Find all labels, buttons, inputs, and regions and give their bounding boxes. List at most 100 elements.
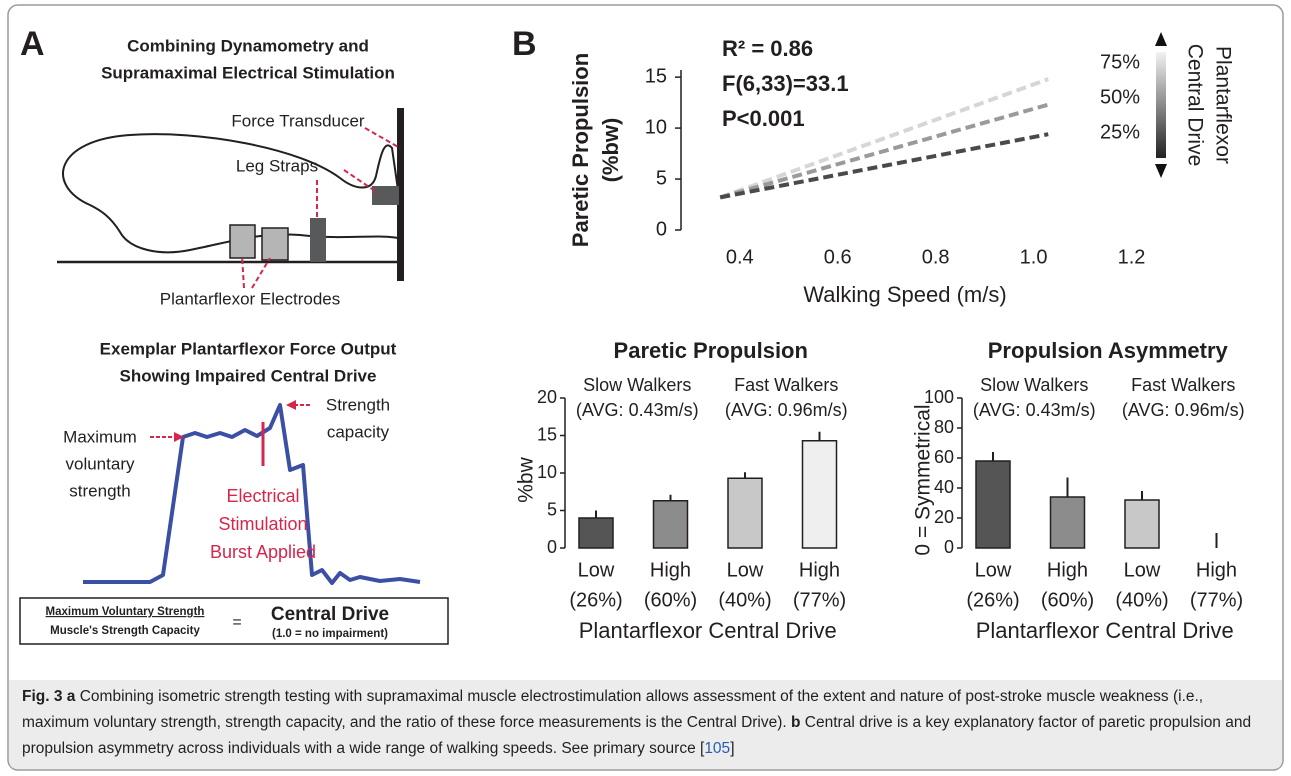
x-tick-label: 0.8 xyxy=(922,246,950,268)
dynamometer-diagram xyxy=(57,108,404,289)
x-tick-label: Low xyxy=(975,559,1012,581)
series-label: 25% xyxy=(1100,121,1140,143)
trend-line xyxy=(719,102,1049,200)
y-tick-label: 0 xyxy=(547,537,557,557)
panel-title: Showing Impaired Central Drive xyxy=(120,366,377,385)
x-tick-sublabel: (40%) xyxy=(1115,589,1168,611)
stimulation-label: Burst Applied xyxy=(210,542,316,562)
group-detail: (AVG: 0.43m/s) xyxy=(973,400,1096,420)
y-tick-label: 20 xyxy=(934,507,954,527)
y-tick-label: 100 xyxy=(924,387,954,407)
y-axis-label: Paretic Propulsion xyxy=(568,53,593,247)
trace-label: Strength xyxy=(326,395,390,414)
x-tick-label: 0.4 xyxy=(726,246,754,268)
legend-title: Plantarflexor xyxy=(1211,46,1234,164)
y-tick-label: 60 xyxy=(934,447,954,467)
formula-note: (1.0 = no impairment) xyxy=(272,628,388,640)
bar xyxy=(975,460,1011,549)
bar xyxy=(727,477,763,549)
caption-label: Fig. 3 xyxy=(22,688,63,705)
trend-line xyxy=(719,77,1049,200)
y-tick-label: 5 xyxy=(656,167,667,189)
x-tick-label: 1.2 xyxy=(1118,246,1146,268)
stat-annotation: P<0.001 xyxy=(722,106,805,131)
y-tick-label: 5 xyxy=(547,499,557,519)
trace-label: capacity xyxy=(327,422,390,441)
panel-letter: A xyxy=(20,25,45,63)
x-tick-label: 1.0 xyxy=(1020,246,1048,268)
x-tick-label: Low xyxy=(1124,559,1161,581)
legend-gradient xyxy=(1156,52,1166,158)
caption-text: ] xyxy=(730,740,735,757)
panel-letter: B xyxy=(512,25,537,63)
y-tick-label: 80 xyxy=(934,417,954,437)
caption-text: Central drive is a key explanatory facto… xyxy=(22,714,1252,757)
formula-result: Central Drive xyxy=(271,604,389,625)
caption-background xyxy=(9,680,1282,769)
group-detail: (AVG: 0.96m/s) xyxy=(1122,400,1245,420)
trace-label: Maximum xyxy=(63,427,137,446)
caption-marker: a xyxy=(66,688,76,705)
bar xyxy=(1049,496,1086,549)
trace-label: strength xyxy=(69,481,130,500)
group-label: Slow Walkers xyxy=(583,375,691,395)
stat-annotation: F(6,33)=33.1 xyxy=(722,71,849,96)
x-tick-sublabel: (60%) xyxy=(1041,589,1094,611)
y-axis-label: 0 = Symmetrical xyxy=(912,404,935,555)
x-axis-label: Walking Speed (m/s) xyxy=(803,282,1006,307)
diagram-label: Plantarflexor Electrodes xyxy=(160,289,340,308)
stat-annotation: R² = 0.86 xyxy=(722,36,813,61)
bar xyxy=(1124,499,1160,549)
x-tick-label: Low xyxy=(578,559,615,581)
x-tick-label: High xyxy=(799,559,840,581)
diagram-label: Leg Straps xyxy=(236,156,318,175)
group-label: Fast Walkers xyxy=(734,375,838,395)
series-label: 75% xyxy=(1100,51,1140,73)
x-tick-label: High xyxy=(650,559,691,581)
x-tick-sublabel: (26%) xyxy=(966,589,1019,611)
bar xyxy=(801,440,838,549)
x-tick-label: High xyxy=(1047,559,1088,581)
force-trace xyxy=(83,400,421,585)
y-tick-label: 40 xyxy=(934,477,954,497)
series-label: 50% xyxy=(1100,86,1140,108)
y-tick-label: 0 xyxy=(944,537,954,557)
caption-marker: b xyxy=(791,714,801,731)
x-tick-sublabel: (77%) xyxy=(1190,589,1243,611)
legend-title: Central Drive xyxy=(1183,44,1206,167)
x-tick-sublabel: (40%) xyxy=(718,589,771,611)
bar xyxy=(652,500,689,549)
x-tick-sublabel: (26%) xyxy=(569,589,622,611)
x-axis-label: Plantarflexor Central Drive xyxy=(579,618,837,643)
group-label: Slow Walkers xyxy=(980,375,1088,395)
bar xyxy=(578,517,614,549)
group-detail: (AVG: 0.96m/s) xyxy=(725,400,848,420)
panel-title: Exemplar Plantarflexor Force Output xyxy=(100,339,397,358)
trace-label: voluntary xyxy=(66,454,135,473)
panel-title: Combining Dynamometry and xyxy=(127,36,369,55)
caption-text: Combining isometric strength testing wit… xyxy=(22,688,1204,731)
x-tick-label: High xyxy=(1196,559,1237,581)
stimulation-label: Electrical xyxy=(226,486,299,506)
y-tick-label: 15 xyxy=(645,65,667,87)
y-tick-label: 10 xyxy=(645,116,667,138)
caption: Fig. 3 a Combining isometric strength te… xyxy=(22,684,1267,762)
y-axis-label: %bw xyxy=(515,456,538,502)
group-label: Fast Walkers xyxy=(1131,375,1235,395)
y-tick-label: 0 xyxy=(656,218,667,240)
chart-title: Paretic Propulsion xyxy=(614,338,808,363)
trend-line xyxy=(719,132,1049,200)
caption-reference[interactable]: 105 xyxy=(704,740,731,757)
formula-equals: = xyxy=(232,614,241,631)
chart-title: Propulsion Asymmetry xyxy=(988,338,1229,363)
diagram-label: Force Transducer xyxy=(231,111,365,130)
y-tick-label: 20 xyxy=(537,387,557,407)
x-tick-label: Low xyxy=(727,559,764,581)
formula-numerator: Maximum Voluntary Strength xyxy=(46,606,205,618)
y-axis-label: (%bw) xyxy=(598,118,623,183)
stimulation-label: Stimulation xyxy=(218,514,307,534)
formula-denominator: Muscle's Strength Capacity xyxy=(50,625,200,637)
x-tick-sublabel: (60%) xyxy=(644,589,697,611)
